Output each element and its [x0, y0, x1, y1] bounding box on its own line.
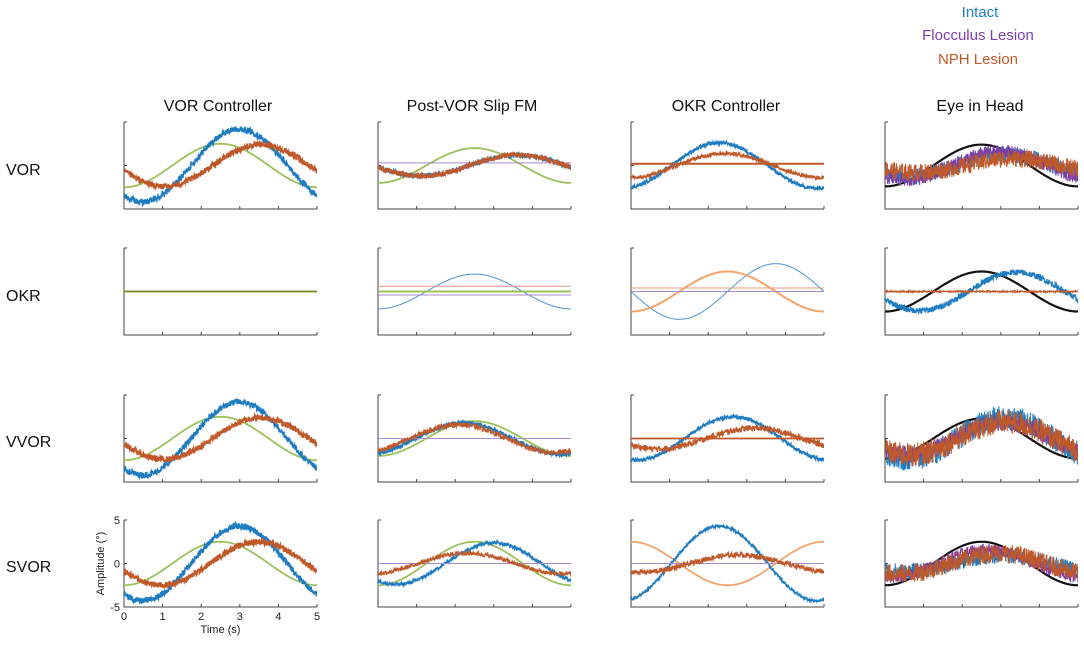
- panel: [123, 121, 318, 210]
- panel-grid: [123, 121, 1079, 608]
- column-titles: VOR Controller Post-VOR Slip FM OKR Cont…: [164, 98, 1024, 115]
- panel: [377, 519, 572, 608]
- series-line-stimulus: [885, 270, 1078, 313]
- column-title: OKR Controller: [672, 98, 781, 115]
- series-line-intact: [124, 520, 317, 605]
- series-line-nph-lesion: [631, 424, 824, 453]
- y-tick-label: -5: [110, 602, 120, 614]
- series-line-stimulus: [631, 540, 824, 587]
- series-line-nph-lesion: [885, 544, 1078, 583]
- panel: [884, 247, 1079, 336]
- row-label: OKR: [6, 288, 41, 305]
- series-line-intact: [631, 412, 824, 464]
- series-line-intact: [631, 139, 824, 192]
- panel: [630, 121, 825, 210]
- series-line-intact: [124, 126, 317, 208]
- row-labels: VOR OKR VVOR SVOR: [6, 162, 51, 576]
- row-label: SVOR: [6, 559, 51, 576]
- x-tick-label: 2: [198, 611, 204, 623]
- series-line-nph-lesion: [885, 409, 1078, 467]
- legend-entry-intact: Intact: [962, 4, 1000, 21]
- legend-entry-nph-lesion: NPH Lesion: [938, 51, 1018, 68]
- row-label: VVOR: [6, 434, 51, 451]
- panel: [630, 247, 825, 336]
- column-title: Post-VOR Slip FM: [407, 98, 538, 115]
- panel: [630, 519, 825, 608]
- series-line-intact: [885, 268, 1078, 315]
- series-line-nph-lesion: [378, 151, 571, 180]
- series-line-nph-lesion: [378, 421, 571, 457]
- series-line-nph-lesion: [124, 139, 317, 192]
- legend-entry-flocculus-lesion: Flocculus Lesion: [922, 27, 1034, 44]
- series-line-nph-lesion: [631, 149, 824, 181]
- series-line-stimulus: [124, 142, 317, 189]
- x-tick-label: 0: [121, 611, 127, 623]
- panel: [123, 519, 318, 608]
- x-axis-label: Time (s): [201, 624, 241, 636]
- x-tick-label: 3: [237, 611, 243, 623]
- x-tick-label: 4: [275, 611, 281, 623]
- series-line-stimulus: [124, 540, 317, 587]
- series-line-stimulus: [378, 540, 571, 587]
- y-tick-label: 5: [114, 515, 120, 527]
- series-line-nph-lesion: [124, 412, 317, 463]
- row-label: VOR: [6, 162, 41, 179]
- x-tick-label: 5: [314, 611, 320, 623]
- x-tick-label: 1: [160, 611, 166, 623]
- y-axis-label: Amplitude (°): [95, 532, 107, 596]
- series-line-intact: [378, 538, 571, 589]
- series-line-stimulus: [631, 270, 824, 313]
- panel-axes: [630, 122, 824, 210]
- panel: [377, 247, 572, 336]
- panel: [377, 121, 572, 210]
- series-line-intact: [378, 273, 571, 310]
- y-tick-label: 0: [114, 559, 120, 571]
- column-title: Eye in Head: [936, 98, 1023, 115]
- column-title: VOR Controller: [164, 98, 273, 115]
- series-line-intact: [124, 397, 317, 481]
- labeled-axes: 0 1 2 3 4 5 -5 0 5 Time (s) Amplitude (°…: [95, 515, 320, 636]
- series-line-nph-lesion: [124, 537, 317, 589]
- series-line-nph-lesion: [885, 149, 1078, 181]
- series-line-nph-lesion: [631, 550, 824, 576]
- series-line-stimulus: [124, 415, 317, 462]
- panel: [884, 519, 1079, 608]
- panel: [123, 247, 318, 336]
- panel: [630, 394, 825, 483]
- panel: [884, 121, 1079, 210]
- panel: [884, 394, 1079, 483]
- series-line-nph-lesion: [378, 549, 571, 578]
- panel: [123, 394, 318, 483]
- series-line-nph-lesion: [885, 288, 1078, 295]
- legend: Intact Flocculus Lesion NPH Lesion: [922, 4, 1034, 68]
- panel: [377, 394, 572, 483]
